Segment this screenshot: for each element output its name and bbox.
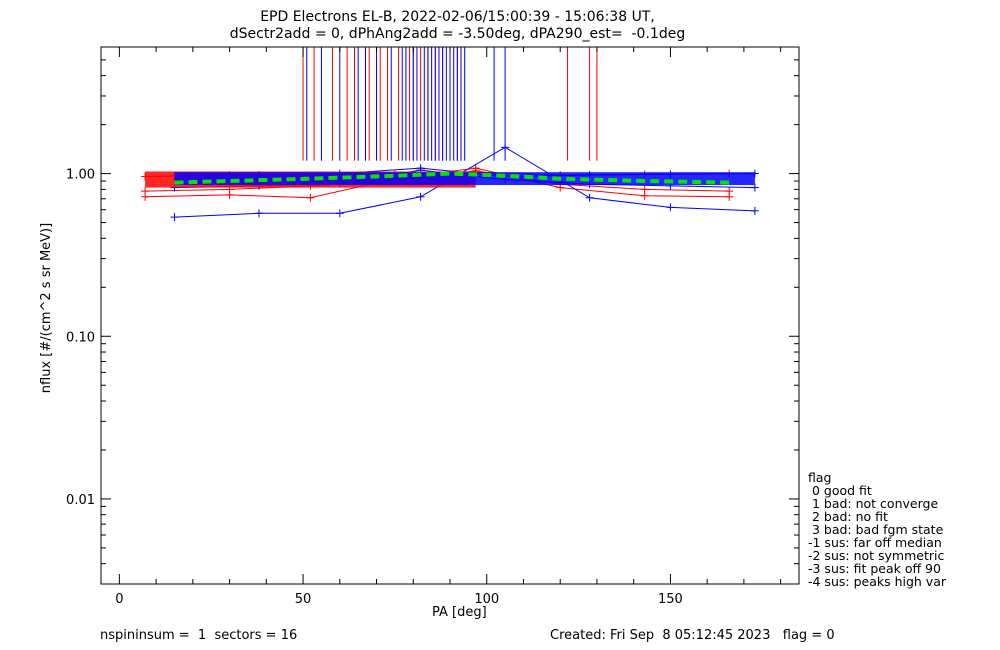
legend-item: -4 sus: peaks high var: [808, 574, 947, 589]
legend-item: 0 good fit: [808, 483, 872, 498]
footer-right: Created: Fri Sep 8 05:12:45 2023 flag = …: [550, 628, 835, 643]
flag-legend: flag 0 good fit 1 bad: not converge 2 ba…: [808, 471, 946, 588]
legend-item: 2 bad: no fit: [808, 509, 888, 524]
data-point: [640, 185, 649, 194]
data-point: [141, 187, 150, 196]
data-point: [501, 143, 510, 152]
data-point: [335, 209, 344, 218]
x-tick-label: 50: [295, 592, 312, 607]
data-point: [254, 209, 263, 218]
x-tick-label: 0: [115, 592, 123, 607]
y-tick-label: 0.01: [66, 493, 95, 508]
footer-left: nspininsum = 1 sectors = 16: [100, 628, 298, 643]
data-point: [416, 164, 425, 173]
data-point: [306, 193, 315, 202]
data-point: [170, 213, 179, 222]
y-axis-label: nflux [#/(cm^2 s sr MeV)]: [39, 222, 54, 394]
legend-item: 1 bad: not converge: [808, 496, 939, 511]
legend-header: flag: [808, 470, 832, 485]
legend-item: -1 sus: far off median: [808, 535, 942, 550]
data-point: [416, 192, 425, 201]
y-tick-label: 0.10: [66, 330, 95, 345]
data-point: [725, 187, 734, 196]
legend-item: 3 bad: bad fgm state: [808, 522, 944, 537]
fit-line: [174, 171, 730, 185]
x-tick-label: 100: [474, 592, 499, 607]
chart-title: EPD Electrons EL-B, 2022-02-06/15:00:39 …: [260, 9, 655, 25]
x-tick-label: 150: [658, 592, 683, 607]
data-point: [585, 193, 594, 202]
y-tick-label: 1.00: [66, 168, 95, 183]
data-point: [666, 203, 675, 212]
chart-subtitle: dSectr2add = 0, dPhAng2add = -3.50deg, d…: [229, 26, 686, 42]
x-axis-label: PA [deg]: [432, 605, 487, 620]
legend-item: -3 sus: fit peak off 90: [808, 561, 941, 576]
data-point: [750, 206, 759, 215]
legend-item: -2 sus: not symmetric: [808, 548, 945, 563]
